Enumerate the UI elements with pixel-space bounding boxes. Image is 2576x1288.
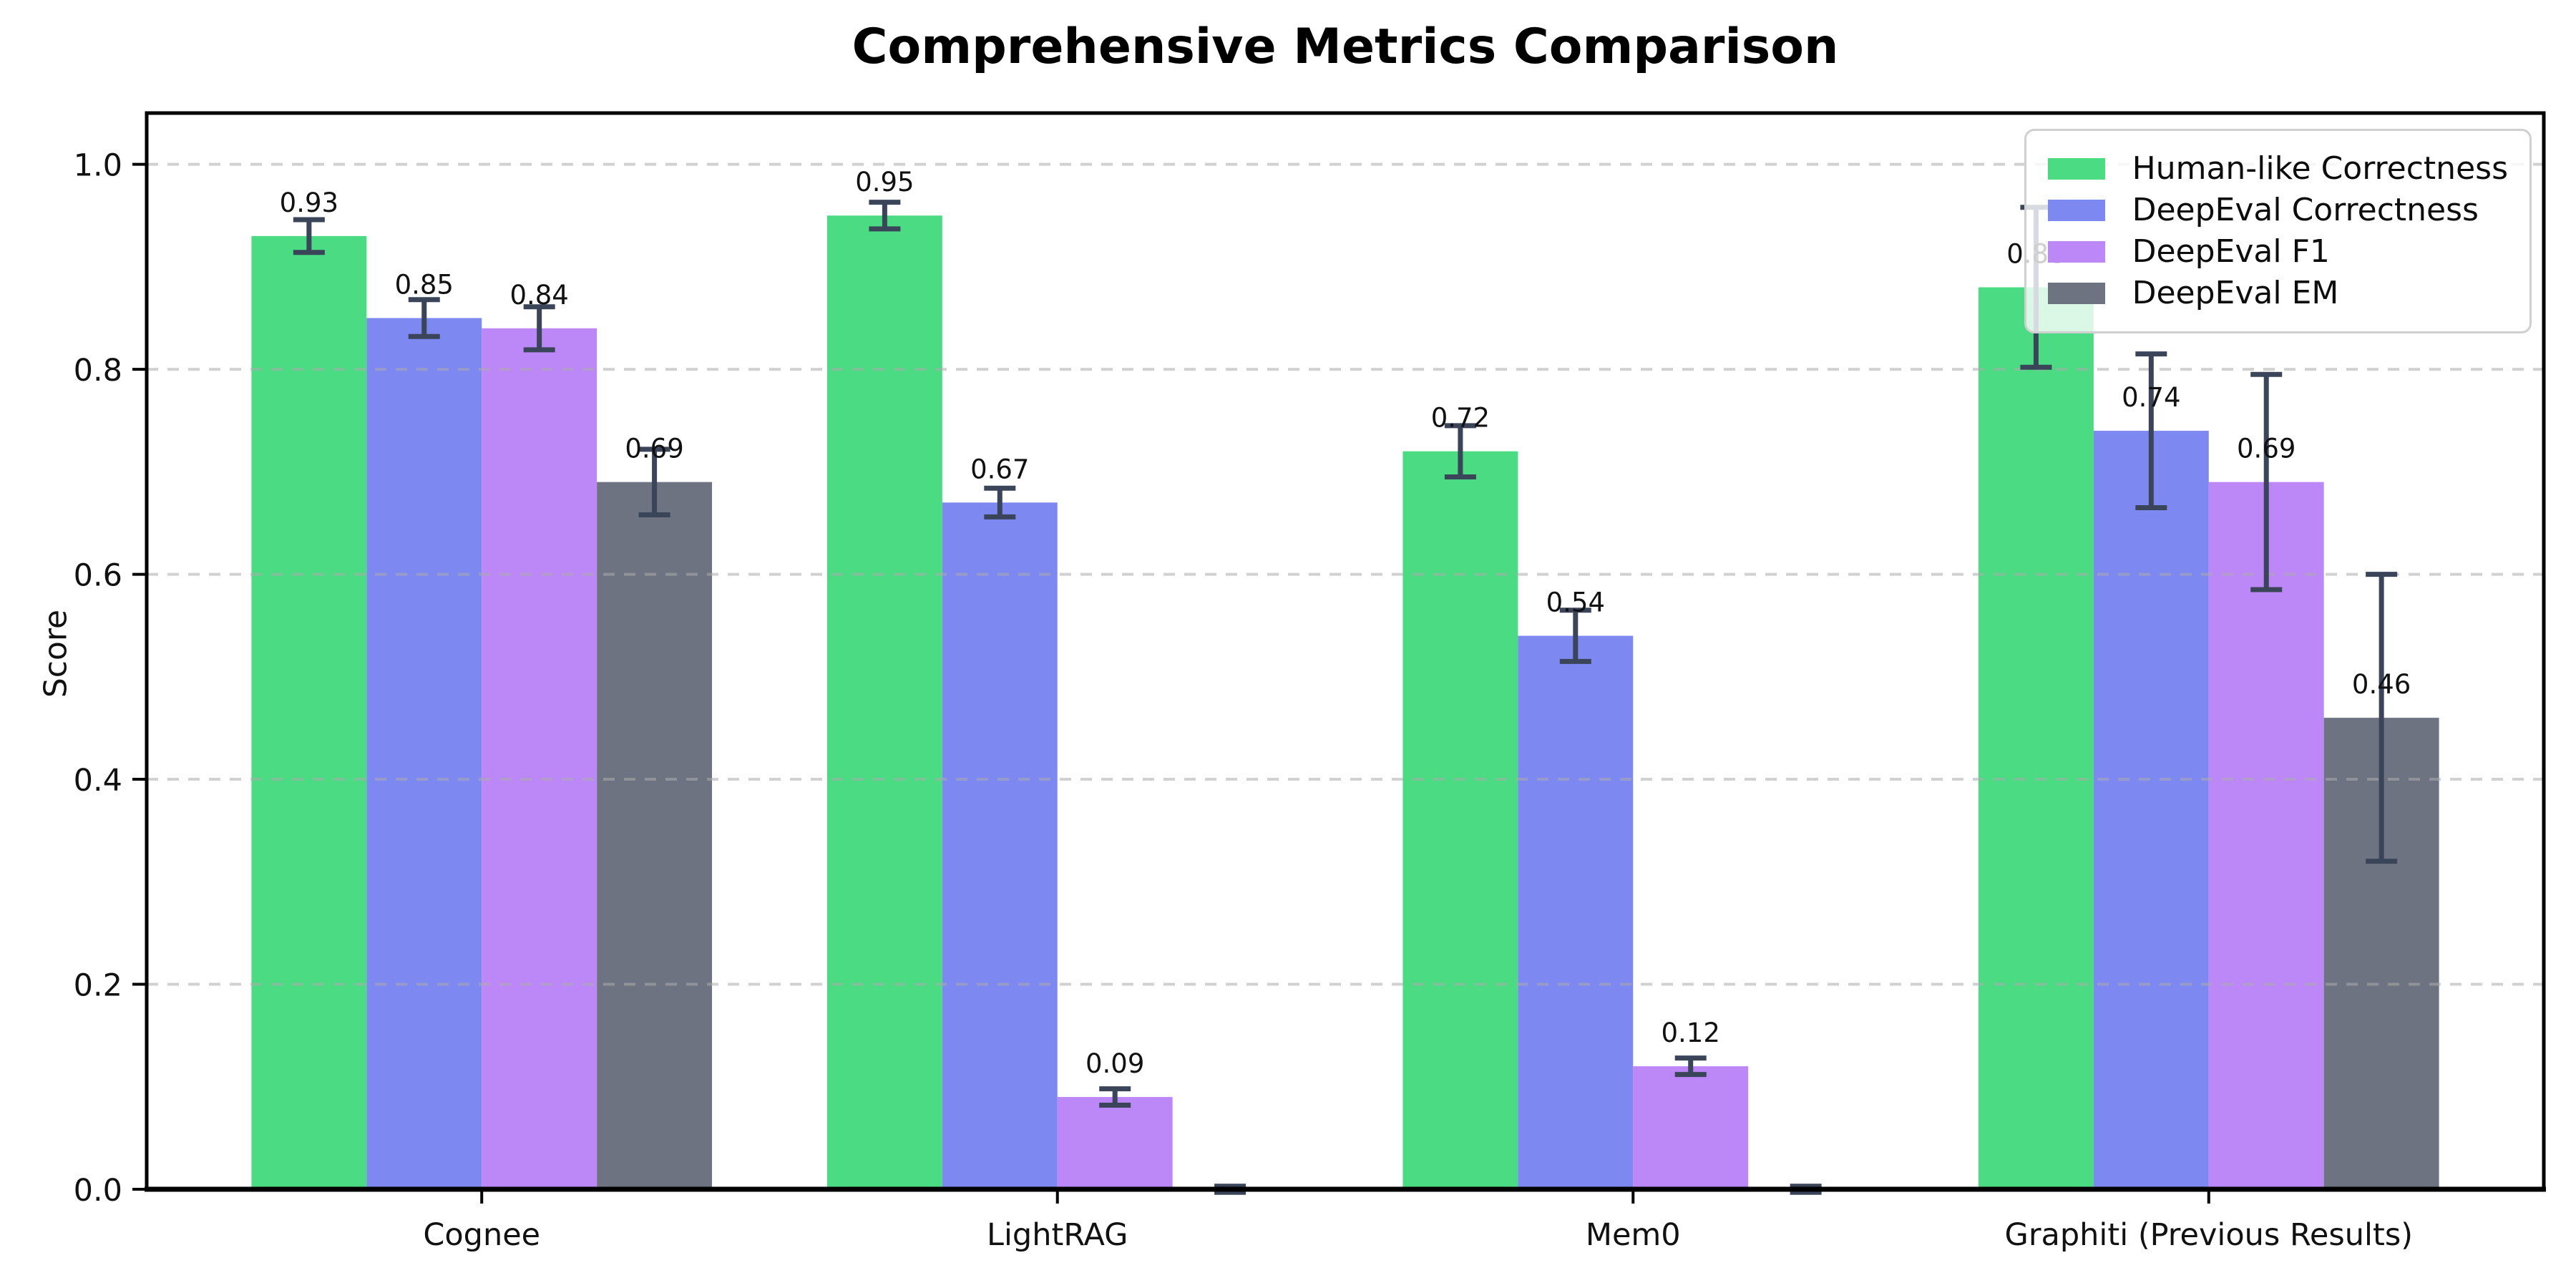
legend-item-deepeval-f1: DeepEval F1: [2047, 233, 2508, 270]
value-label-deepeval-f1-graphiti-previous-results: 0.69: [2237, 434, 2296, 464]
legend-swatch-human-like-correctness: [2047, 158, 2105, 180]
value-label-deepeval-em-graphiti-previous-results: 0.46: [2352, 669, 2411, 700]
bar-human-like-correctness-graphiti-previous-results: [1978, 287, 2094, 1189]
value-label-human-like-correctness-cognee: 0.93: [280, 187, 338, 218]
legend-swatch-deepeval-correctness: [2047, 200, 2105, 221]
error-bar-deepeval-correctness-mem0: [1559, 608, 1591, 664]
error-bar-deepeval-f1-mem0: [1674, 1055, 1707, 1078]
value-label-human-like-correctness-lightrag: 0.95: [855, 167, 914, 197]
bar-deepeval-f1-mem0: [1633, 1066, 1749, 1189]
bar-deepeval-correctness-cognee: [366, 318, 482, 1189]
bar-deepeval-em-cognee: [597, 482, 713, 1189]
legend: Human-like Correctness DeepEval Correctne…: [2024, 129, 2532, 333]
error-bar-deepeval-correctness-graphiti-previous-results: [2135, 351, 2167, 510]
bar-deepeval-correctness-graphiti-previous-results: [2093, 431, 2209, 1189]
bar-human-like-correctness-lightrag: [826, 215, 942, 1190]
y-tick-label-1: 1.0: [74, 148, 122, 184]
error-bar-human-like-correctness-mem0: [1444, 423, 1476, 479]
x-tick-label-graphiti-previous-results: Graphiti (Previous Results): [2005, 1217, 2414, 1253]
error-bar-human-like-correctness-lightrag: [869, 200, 901, 232]
bar-deepeval-f1-lightrag: [1057, 1097, 1173, 1189]
y-tick-label-0.4: 0.4: [74, 763, 122, 799]
chart-title: Comprehensive Metrics Comparison: [852, 19, 1839, 75]
bar-deepeval-correctness-mem0: [1518, 635, 1634, 1189]
error-bar-deepeval-em-cognee: [638, 447, 670, 517]
legend-label-deepeval-f1: DeepEval F1: [2132, 233, 2330, 270]
legend-swatch-deepeval-f1: [2047, 241, 2105, 263]
value-label-deepeval-correctness-mem0: 0.54: [1546, 587, 1605, 618]
value-label-deepeval-correctness-graphiti-previous-results: 0.74: [2122, 382, 2180, 413]
legend-label-deepeval-em: DeepEval EM: [2132, 275, 2339, 311]
legend-label-human-like-correctness: Human-like Correctness: [2132, 150, 2508, 187]
bar-deepeval-f1-graphiti-previous-results: [2208, 482, 2324, 1189]
value-label-deepeval-f1-mem0: 0.12: [1662, 1018, 1720, 1048]
error-bar-deepeval-correctness-cognee: [408, 297, 440, 339]
legend-item-human-like-correctness: Human-like Correctness: [2047, 150, 2508, 187]
value-label-deepeval-f1-lightrag: 0.09: [1085, 1048, 1144, 1079]
error-bar-deepeval-correctness-lightrag: [984, 485, 1016, 519]
y-tick-label-0.2: 0.2: [74, 968, 122, 1004]
legend-item-deepeval-em: DeepEval EM: [2047, 275, 2508, 311]
x-tick-label-cognee: Cognee: [423, 1217, 540, 1253]
x-tick-label-mem0: Mem0: [1586, 1217, 1681, 1253]
y-tick-label-0: 0.0: [74, 1173, 122, 1209]
error-bar-human-like-correctness-cognee: [293, 217, 325, 255]
error-bar-deepeval-f1-lightrag: [1099, 1086, 1131, 1108]
value-label-deepeval-correctness-cognee: 0.85: [395, 269, 454, 300]
value-label-deepeval-f1-cognee: 0.84: [509, 280, 568, 311]
y-tick-label-0.8: 0.8: [74, 353, 122, 389]
error-bar-deepeval-f1-graphiti-previous-results: [2250, 371, 2283, 592]
error-bar-deepeval-em-graphiti-previous-results: [2366, 572, 2398, 864]
legend-label-deepeval-correctness: DeepEval Correctness: [2132, 192, 2479, 228]
bar-human-like-correctness-cognee: [251, 235, 367, 1189]
legend-item-deepeval-correctness: DeepEval Correctness: [2047, 192, 2508, 228]
bar-deepeval-correctness-lightrag: [942, 502, 1058, 1189]
value-label-deepeval-em-cognee: 0.69: [625, 434, 683, 464]
legend-swatch-deepeval-em: [2047, 283, 2105, 304]
value-label-deepeval-correctness-lightrag: 0.67: [970, 454, 1029, 484]
error-bar-deepeval-f1-cognee: [523, 304, 555, 353]
value-label-human-like-correctness-mem0: 0.72: [1431, 403, 1490, 434]
x-tick-label-lightrag: LightRAG: [987, 1217, 1128, 1253]
bar-deepeval-f1-cognee: [482, 328, 597, 1189]
y-tick-label-0.6: 0.6: [74, 558, 122, 594]
bar-human-like-correctness-mem0: [1402, 451, 1518, 1189]
